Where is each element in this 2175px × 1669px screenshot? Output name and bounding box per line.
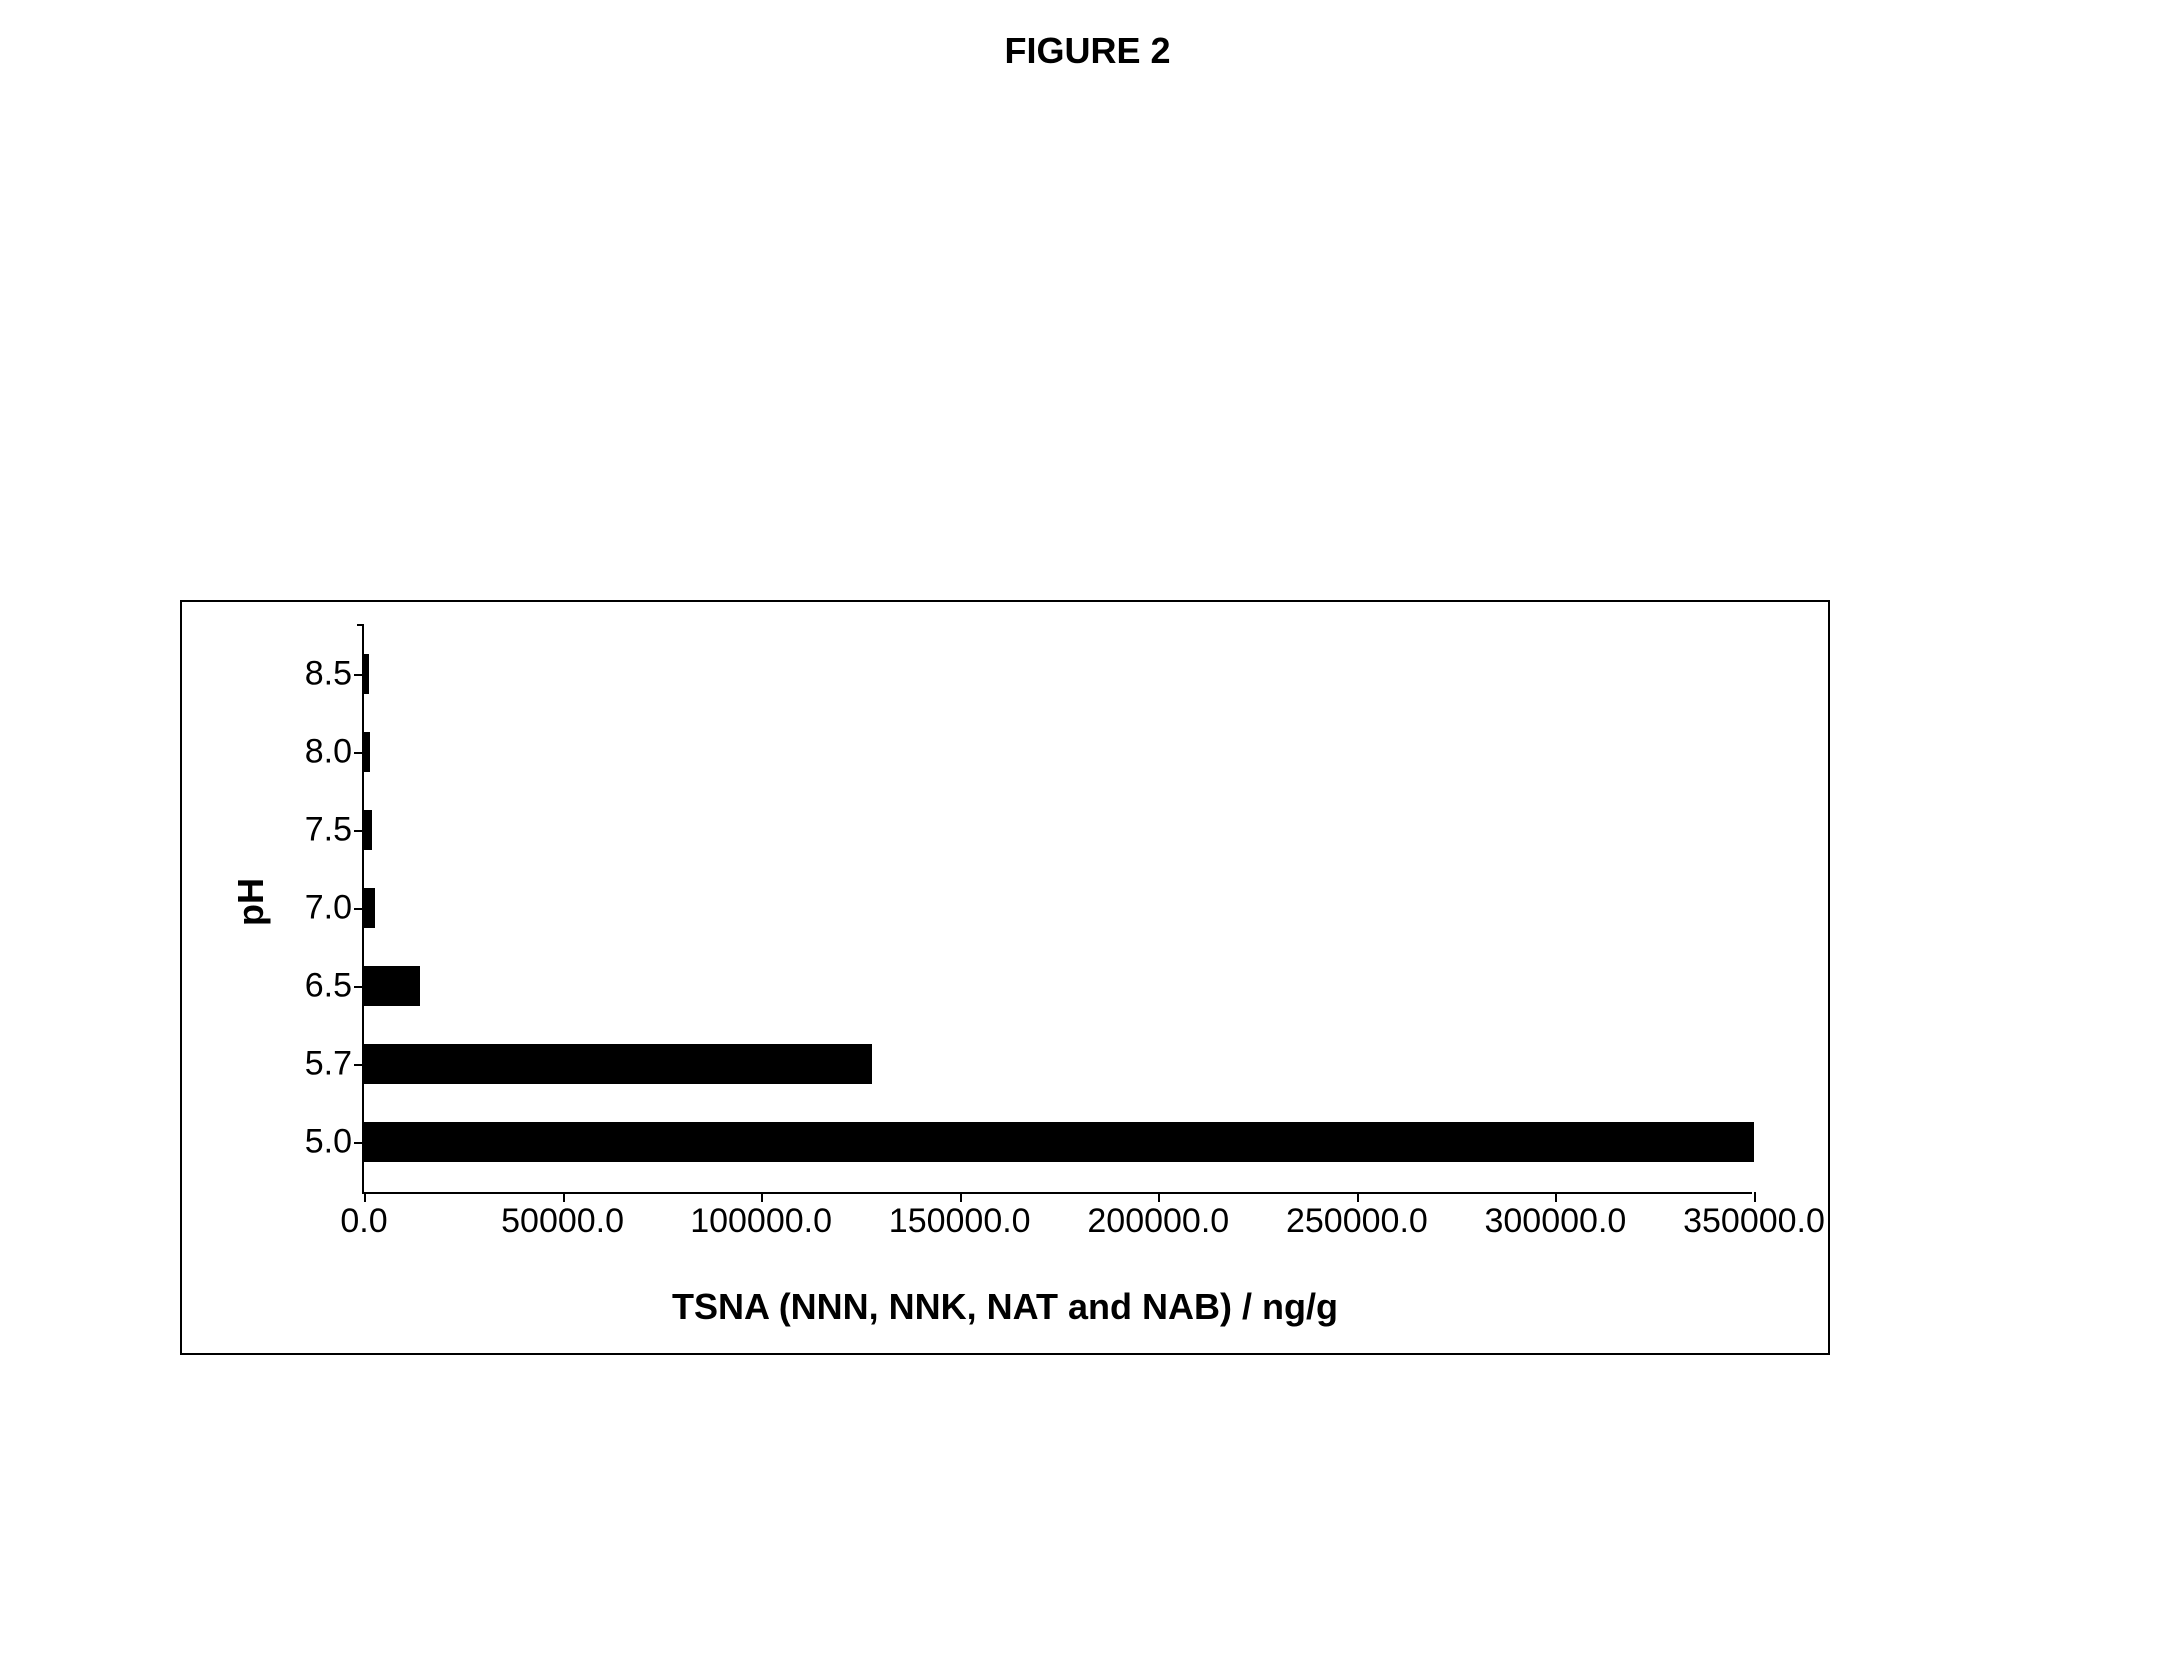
y-label: 5.7 (282, 1045, 352, 1084)
x-tick (1158, 1192, 1160, 1202)
y-label: 7.0 (282, 889, 352, 928)
bar-ph-50 (364, 1122, 1754, 1162)
x-label: 100000.0 (681, 1202, 841, 1241)
x-tick (1754, 1192, 1756, 1202)
minor-y-tick (357, 624, 364, 626)
x-label: 300000.0 (1475, 1202, 1635, 1241)
x-tick (1357, 1192, 1359, 1202)
y-label: 7.5 (282, 811, 352, 850)
bar-ph-65 (364, 966, 420, 1006)
x-label: 0.0 (284, 1202, 444, 1241)
x-tick (960, 1192, 962, 1202)
x-tick (1555, 1192, 1557, 1202)
bar-ph-85 (364, 654, 369, 694)
x-tick (364, 1192, 366, 1202)
y-label: 8.5 (282, 655, 352, 694)
plot-area: 8.5 8.0 7.5 7.0 6.5 5.7 5.0 0.0 50000.0 … (362, 624, 1752, 1194)
y-label: 6.5 (282, 967, 352, 1006)
y-tick (354, 1064, 364, 1066)
y-axis-title: pH (230, 878, 272, 926)
x-tick (761, 1192, 763, 1202)
y-tick (354, 986, 364, 988)
x-axis-title: TSNA (NNN, NNK, NAT and NAB) / ng/g (182, 1286, 1828, 1328)
y-tick (354, 908, 364, 910)
y-tick (354, 752, 364, 754)
y-label: 5.0 (282, 1123, 352, 1162)
y-tick (354, 830, 364, 832)
chart-container: pH 8.5 8.0 7.5 7.0 6.5 5.7 5.0 0.0 50000… (180, 600, 1830, 1355)
x-label: 200000.0 (1078, 1202, 1238, 1241)
x-label: 250000.0 (1277, 1202, 1437, 1241)
y-label: 8.0 (282, 733, 352, 772)
figure-title: FIGURE 2 (0, 30, 2175, 72)
x-tick (563, 1192, 565, 1202)
x-label: 150000.0 (880, 1202, 1040, 1241)
bar-ph-70 (364, 888, 375, 928)
x-label: 350000.0 (1674, 1202, 1834, 1241)
y-tick (354, 1142, 364, 1144)
bar-ph-57 (364, 1044, 872, 1084)
x-label: 50000.0 (483, 1202, 643, 1241)
y-tick (354, 674, 364, 676)
bar-ph-80 (364, 732, 370, 772)
bar-ph-75 (364, 810, 372, 850)
